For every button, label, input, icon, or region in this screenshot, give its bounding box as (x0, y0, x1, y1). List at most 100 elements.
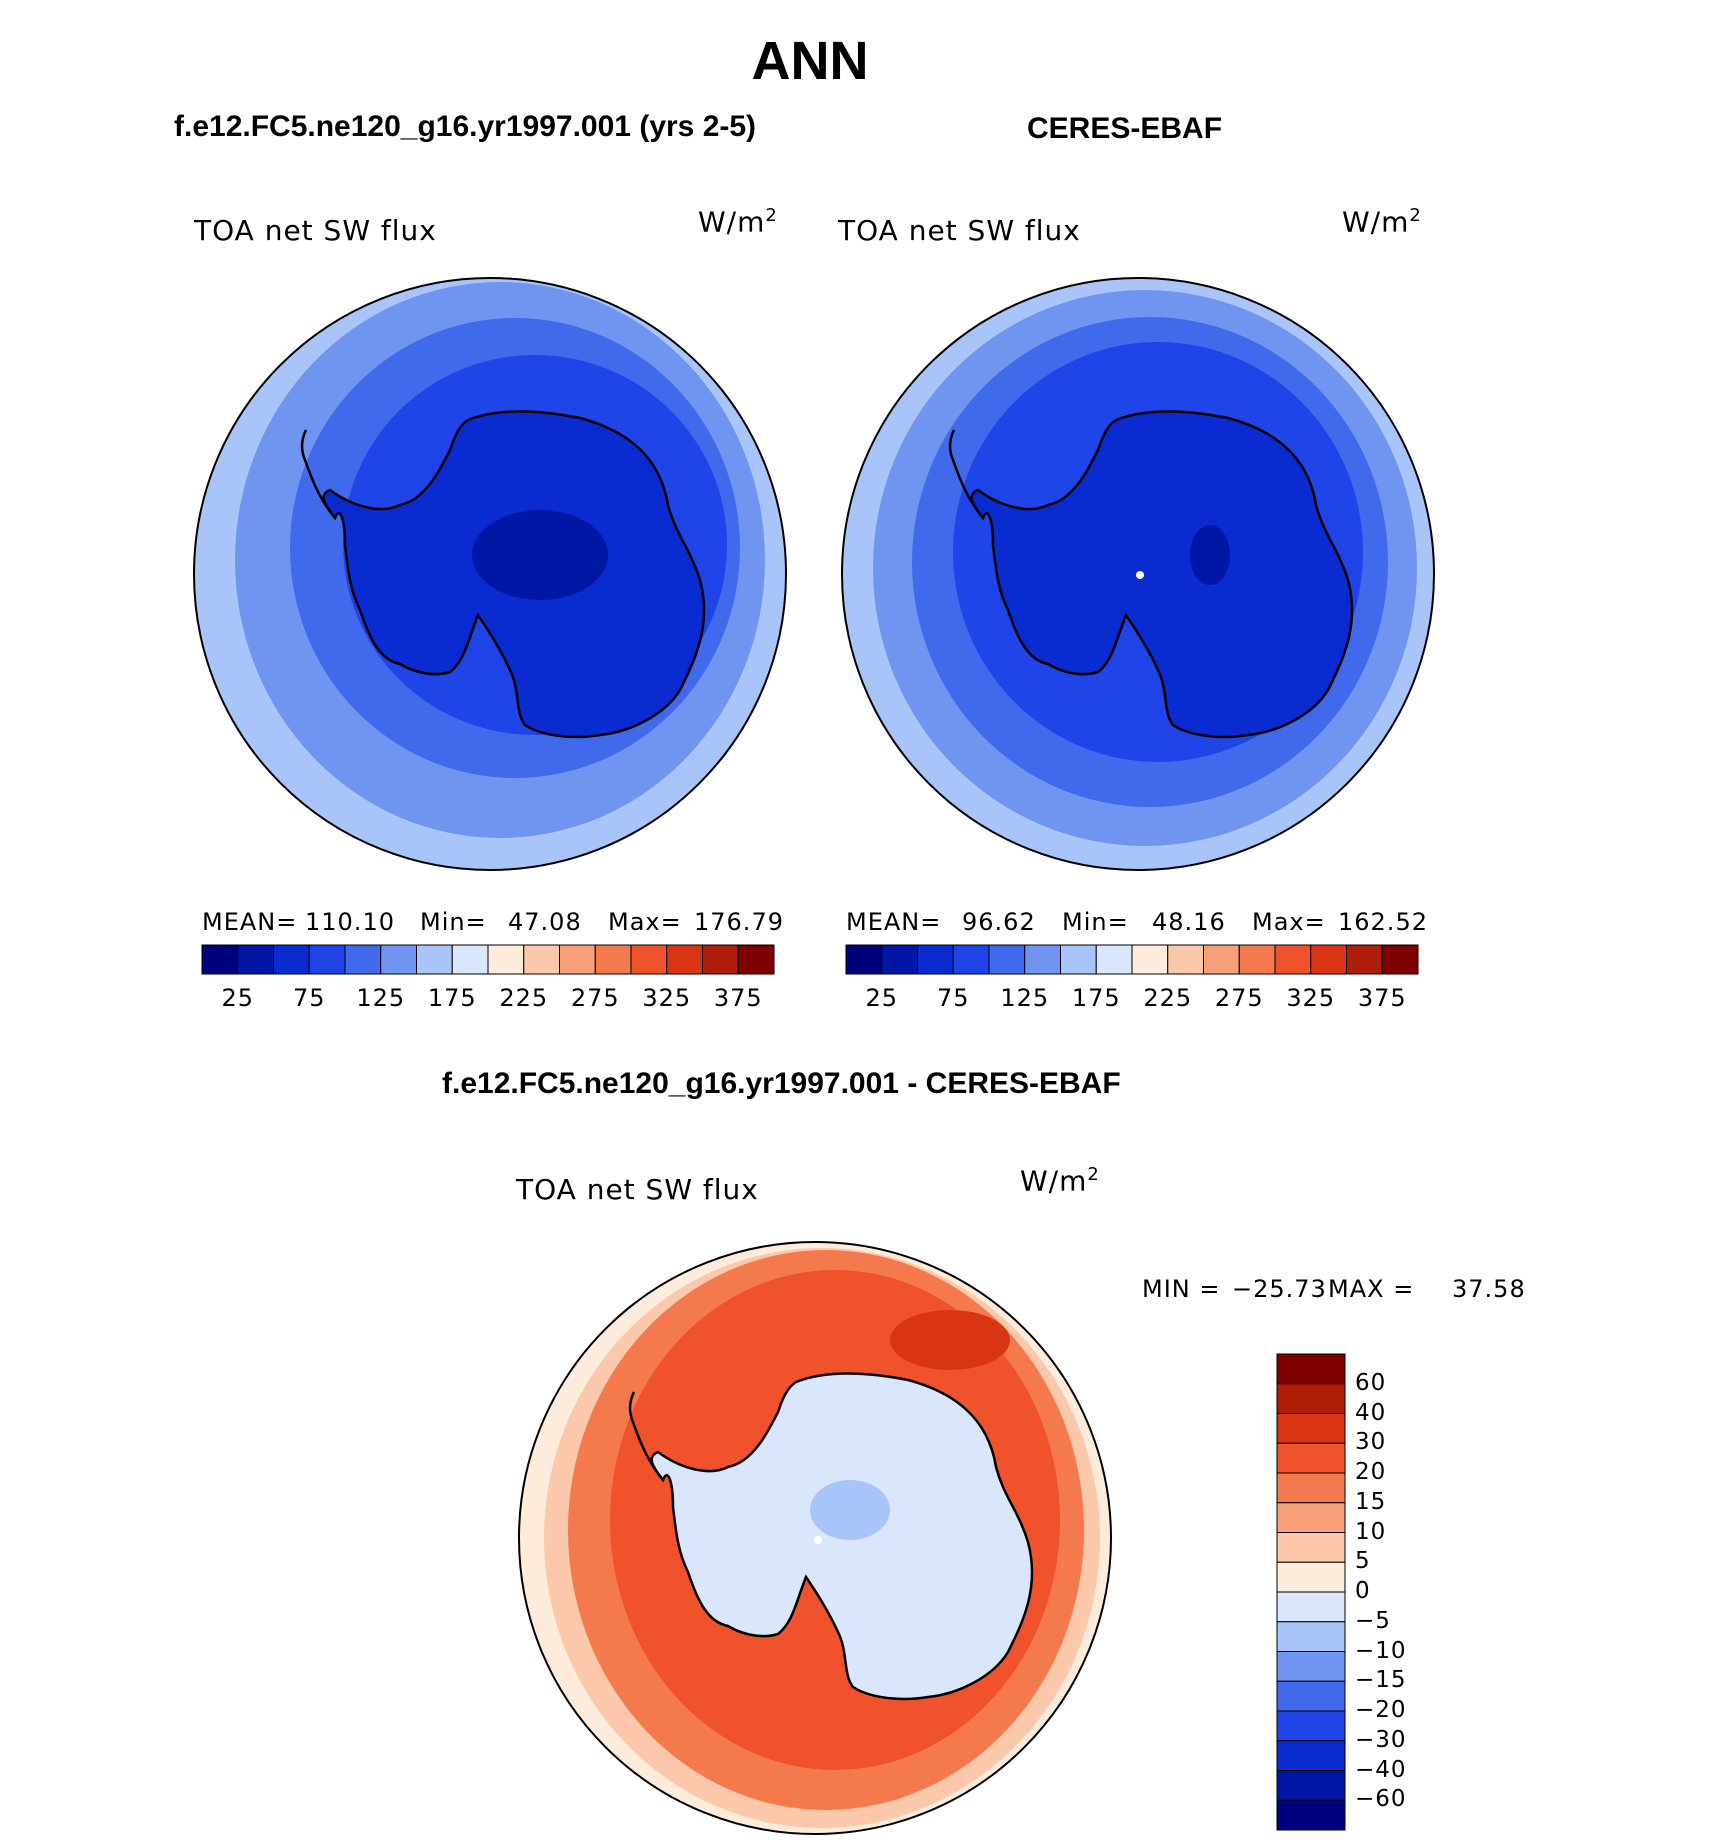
stats-max-left: 176.79 (694, 908, 784, 936)
colorbar-right-tick-label: 375 (1357, 984, 1407, 1012)
map-right-pole-dot (1136, 571, 1144, 579)
map-diff-outline (518, 1241, 1112, 1835)
colorbar-right-swatch (917, 944, 954, 975)
colorbar-left-tick-label: 25 (221, 984, 255, 1012)
colorbar-right-swatch (952, 944, 990, 975)
colorbar-right-tick-label: 225 (1143, 984, 1193, 1012)
stats-max-label-right: Max= (1252, 908, 1326, 936)
colorbar-left-tick-label: 275 (570, 984, 620, 1012)
colorbar-right-swatch (988, 944, 1026, 975)
stats-mean-left: 110.10 (305, 908, 395, 936)
colorbar-diff-swatch (1276, 1591, 1346, 1623)
map-diff-coastline (650, 1372, 1034, 1701)
colorbar-right-swatch (1346, 944, 1383, 975)
colorbar-diff-swatch (1276, 1770, 1346, 1801)
unit-label-right: W/m2 (1342, 205, 1422, 239)
map-right-interior-min (1190, 525, 1230, 585)
colorbar-right-tick-label: 75 (936, 984, 970, 1012)
colorbar-right-tick-label: 275 (1214, 984, 1264, 1012)
colorbar-left-swatch (344, 944, 382, 975)
colorbar-left-swatch (451, 944, 489, 975)
map-right-continent (971, 411, 1353, 737)
colorbar-diff-swatch (1276, 1621, 1346, 1652)
colorbar-left-tick-label: 125 (356, 984, 406, 1012)
colorbar-diff-tick-label: 30 (1355, 1429, 1387, 1456)
colorbar-diff-swatch (1276, 1413, 1346, 1444)
stats-mean-label-left: MEAN= (202, 908, 298, 936)
colorbar-left-swatch (559, 944, 596, 975)
colorbar-diff-swatch (1276, 1651, 1346, 1682)
colorbar-diff (1276, 1353, 1346, 1831)
colorbar-right-tick-label: 125 (1000, 984, 1050, 1012)
colorbar-left-swatch (523, 944, 560, 975)
colorbar-right-swatch (1024, 944, 1061, 975)
colorbar-left-tick-label: 225 (499, 984, 549, 1012)
diff-max: 37.58 (1452, 1275, 1526, 1303)
colorbar-right-tick-label: 25 (865, 984, 899, 1012)
map-diff-interior-band (810, 1480, 890, 1540)
map-right-peninsula (948, 429, 984, 519)
colorbar-diff-swatch (1276, 1353, 1346, 1385)
colorbar-diff-swatch (1276, 1532, 1346, 1563)
variable-label-diff: TOA net SW flux (516, 1173, 759, 1206)
colorbar-diff-swatch (1276, 1472, 1346, 1504)
colorbar-diff-tick-label: 15 (1355, 1488, 1387, 1515)
map-left-outline (193, 277, 787, 871)
map-diff-pole-dot (814, 1536, 822, 1544)
colorbar-right-swatch (1167, 944, 1204, 975)
variable-label-left: TOA net SW flux (194, 214, 437, 247)
colorbar-left-swatch (416, 944, 453, 975)
colorbar-left-swatch (487, 944, 525, 975)
colorbar-diff-tick-label: −5 (1355, 1607, 1391, 1634)
colorbar-left-tick-label: 75 (292, 984, 326, 1012)
colorbar-diff-tick-label: 60 (1355, 1369, 1387, 1396)
stats-mean-right: 96.62 (962, 908, 1036, 936)
colorbar-left-tick-label: 175 (427, 984, 477, 1012)
unit-label-diff: W/m2 (1020, 1164, 1100, 1198)
unit-label-left: W/m2 (698, 205, 778, 239)
colorbar-diff-tick-label: 0 (1355, 1578, 1371, 1604)
colorbar-diff-tick-label: 5 (1355, 1548, 1371, 1575)
colorbar-diff-tick-label: −30 (1355, 1726, 1407, 1753)
colorbar-right-swatch (1381, 944, 1419, 975)
stats-min-right: 48.16 (1152, 908, 1226, 936)
colorbar-left-swatch (201, 944, 239, 975)
colorbar-diff-tick-label: −15 (1355, 1667, 1407, 1694)
panel-title-diff: f.e12.FC5.ne120_g16.yr1997.001 - CERES-E… (442, 1067, 1121, 1100)
colorbar-diff-swatch (1276, 1383, 1346, 1414)
colorbar-right-tick-label: 175 (1071, 984, 1121, 1012)
colorbar-diff-tick-label: 10 (1355, 1518, 1387, 1545)
variable-label-right: TOA net SW flux (838, 214, 1081, 247)
colorbar-right-swatch (1203, 944, 1240, 975)
diff-max-label: MAX = (1328, 1275, 1415, 1303)
map-diff-peninsula (628, 1391, 664, 1481)
figure-title: ANN (751, 31, 869, 91)
colorbar-diff-tick-label: 20 (1355, 1459, 1387, 1485)
colorbar-right-swatch (845, 944, 883, 975)
map-left (194, 278, 786, 870)
colorbar-diff-swatch (1276, 1561, 1346, 1593)
colorbar-diff-swatch (1276, 1680, 1346, 1712)
colorbar-diff-swatch (1276, 1740, 1346, 1771)
colorbar-left-swatch (273, 944, 310, 975)
panel-title-obs: CERES-EBAF (1027, 112, 1223, 145)
colorbar-left-swatch (702, 944, 739, 975)
stats-min-label-right: Min= (1062, 908, 1129, 936)
colorbar-right-swatch (1060, 944, 1097, 975)
colorbar-diff-tick-label: −60 (1355, 1786, 1407, 1813)
colorbar-right-swatch (881, 944, 918, 975)
colorbar-right (845, 944, 1419, 975)
map-left-interior-min (472, 510, 608, 600)
stats-min-left: 47.08 (508, 908, 582, 936)
colorbar-right-swatch (1274, 944, 1312, 975)
colorbar-diff-tick-label: −40 (1355, 1756, 1407, 1783)
colorbar-right-swatch (1131, 944, 1169, 975)
stats-mean-label-right: MEAN= (846, 908, 942, 936)
map-right (842, 278, 1434, 870)
map-left-coastline (322, 410, 706, 739)
colorbar-right-swatch (1310, 944, 1347, 975)
colorbar-left-swatch (594, 944, 632, 975)
map-diff-edge-band (890, 1310, 1010, 1370)
colorbar-diff-swatch (1276, 1502, 1346, 1533)
